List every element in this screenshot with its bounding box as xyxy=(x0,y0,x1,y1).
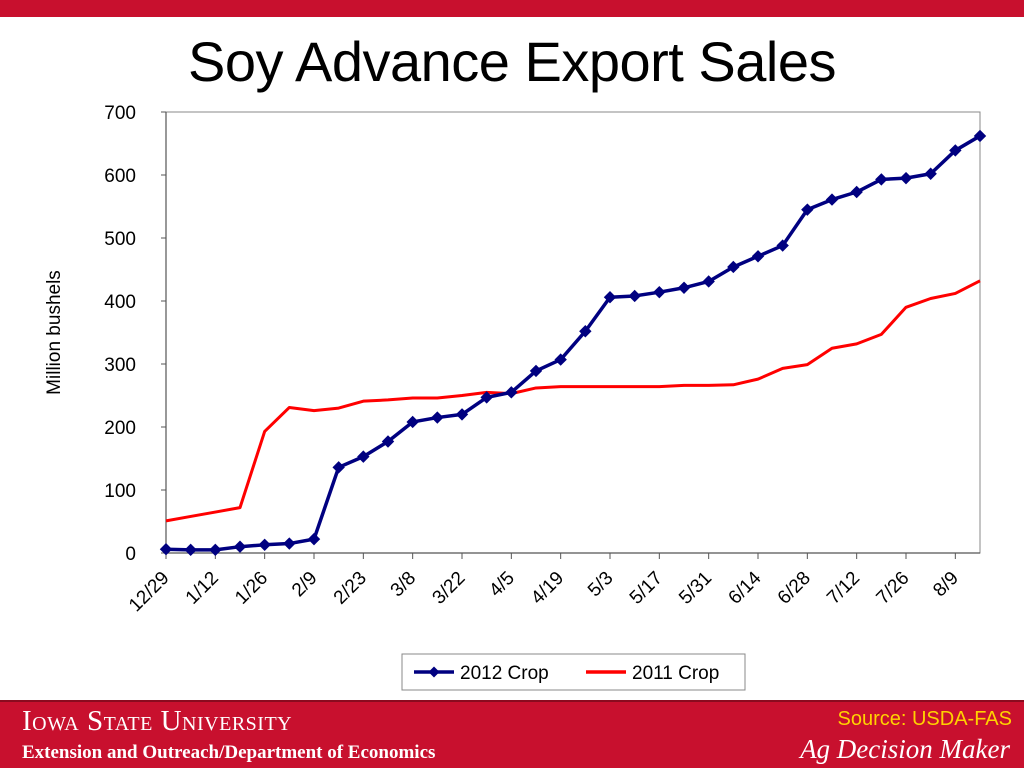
data-point-2012-crop xyxy=(406,415,419,429)
x-tick-label: 7/12 xyxy=(823,568,864,609)
y-tick-label: 700 xyxy=(104,103,136,124)
data-point-2012-crop xyxy=(702,275,715,288)
y-tick-label: 400 xyxy=(104,292,136,313)
data-point-2012-crop xyxy=(973,129,987,143)
x-tick-label: 7/26 xyxy=(873,568,914,609)
legend: 2012 Crop 2011 Crop xyxy=(401,653,746,691)
data-point-2012-crop xyxy=(209,543,222,557)
legend-entry-2012-crop-label: 2012 Crop xyxy=(460,663,549,684)
x-tick-label: 5/3 xyxy=(584,568,618,602)
x-tick-label: 5/31 xyxy=(675,568,716,609)
data-point-2012-crop xyxy=(801,203,814,216)
x-tick-label: 3/22 xyxy=(429,568,470,609)
legend-box xyxy=(401,653,746,691)
x-tick-label: 8/9 xyxy=(929,568,963,602)
data-point-2012-crop xyxy=(159,543,173,556)
data-point-2012-crop xyxy=(677,281,691,294)
data-point-2012-crop xyxy=(332,461,345,474)
data-point-2012-crop xyxy=(776,239,789,252)
legend-diamond-marker xyxy=(428,666,440,678)
x-tick-label: 12/29 xyxy=(125,568,173,616)
y-tick-label: 200 xyxy=(104,418,136,439)
x-tick-label: 1/26 xyxy=(231,568,272,609)
series-lines xyxy=(159,129,987,557)
data-point-2012-crop xyxy=(875,173,888,186)
data-point-2012-crop xyxy=(751,250,765,263)
data-point-2012-crop xyxy=(307,532,321,546)
x-tick-label: 4/19 xyxy=(527,568,568,609)
y-tick-label: 500 xyxy=(104,229,136,250)
y-tick-label: 100 xyxy=(104,481,136,502)
x-tick-label: 2/23 xyxy=(330,568,371,609)
plot-area xyxy=(165,111,981,554)
footer-divider xyxy=(0,700,1024,702)
x-tick-label: 1/12 xyxy=(182,568,223,609)
data-point-2012-crop xyxy=(505,386,518,399)
series-2011-crop-line xyxy=(165,279,981,523)
x-tick-label: 4/5 xyxy=(485,568,519,602)
ag-decision-maker-brand: Ag Decision Maker xyxy=(800,734,1010,764)
data-point-2012-crop xyxy=(455,408,469,421)
line-chart: 0 100 200 300 400 500 600 700 12/29 1/12 1/26 2/9 2/… xyxy=(44,103,987,691)
data-point-2012-crop xyxy=(184,543,197,557)
data-point-2012-crop xyxy=(233,540,247,553)
data-point-2012-crop xyxy=(949,144,962,157)
data-point-2012-crop xyxy=(653,285,666,299)
data-point-2012-crop xyxy=(431,411,444,424)
legend-entry-2011-crop-label: 2011 Crop xyxy=(632,663,719,684)
data-point-2012-crop xyxy=(283,537,296,550)
data-point-2012-crop xyxy=(529,364,543,378)
data-point-2012-crop xyxy=(381,435,395,448)
data-point-2012-crop xyxy=(899,171,913,185)
series-2012-crop-line xyxy=(165,134,981,552)
y-tick-label: 0 xyxy=(125,544,136,565)
y-tick-label: 300 xyxy=(104,355,136,376)
data-point-2012-crop xyxy=(850,185,863,199)
slide-title: Soy Advance Export Sales xyxy=(188,30,836,93)
department-text: Extension and Outreach/Department of Eco… xyxy=(22,742,436,763)
data-point-2012-crop xyxy=(357,450,370,463)
axes xyxy=(161,111,981,559)
data-point-2012-crop xyxy=(603,291,617,304)
university-logo-text: Iowa State University xyxy=(22,705,293,737)
x-tick-label: 6/14 xyxy=(725,567,766,608)
data-point-2012-crop xyxy=(554,353,567,366)
data-point-2012-crop xyxy=(727,260,740,274)
x-tick-label: 5/17 xyxy=(626,568,667,609)
data-point-2012-crop xyxy=(628,289,641,303)
data-point-2012-crop xyxy=(480,391,493,404)
x-tick-label: 3/8 xyxy=(387,568,421,602)
y-axis-title: Million bushels xyxy=(44,270,65,395)
data-point-2012-crop xyxy=(825,193,839,206)
top-accent-bar xyxy=(0,0,1024,17)
y-tick-label: 600 xyxy=(104,166,136,187)
x-tick-label: 2/9 xyxy=(288,568,322,602)
x-tick-label: 6/28 xyxy=(774,568,815,609)
data-point-2012-crop xyxy=(258,538,271,552)
footer-band xyxy=(0,700,1024,768)
source-note: Source: USDA-FAS xyxy=(837,708,1012,730)
data-point-2012-crop xyxy=(579,325,592,338)
data-point-2012-crop xyxy=(924,167,937,180)
